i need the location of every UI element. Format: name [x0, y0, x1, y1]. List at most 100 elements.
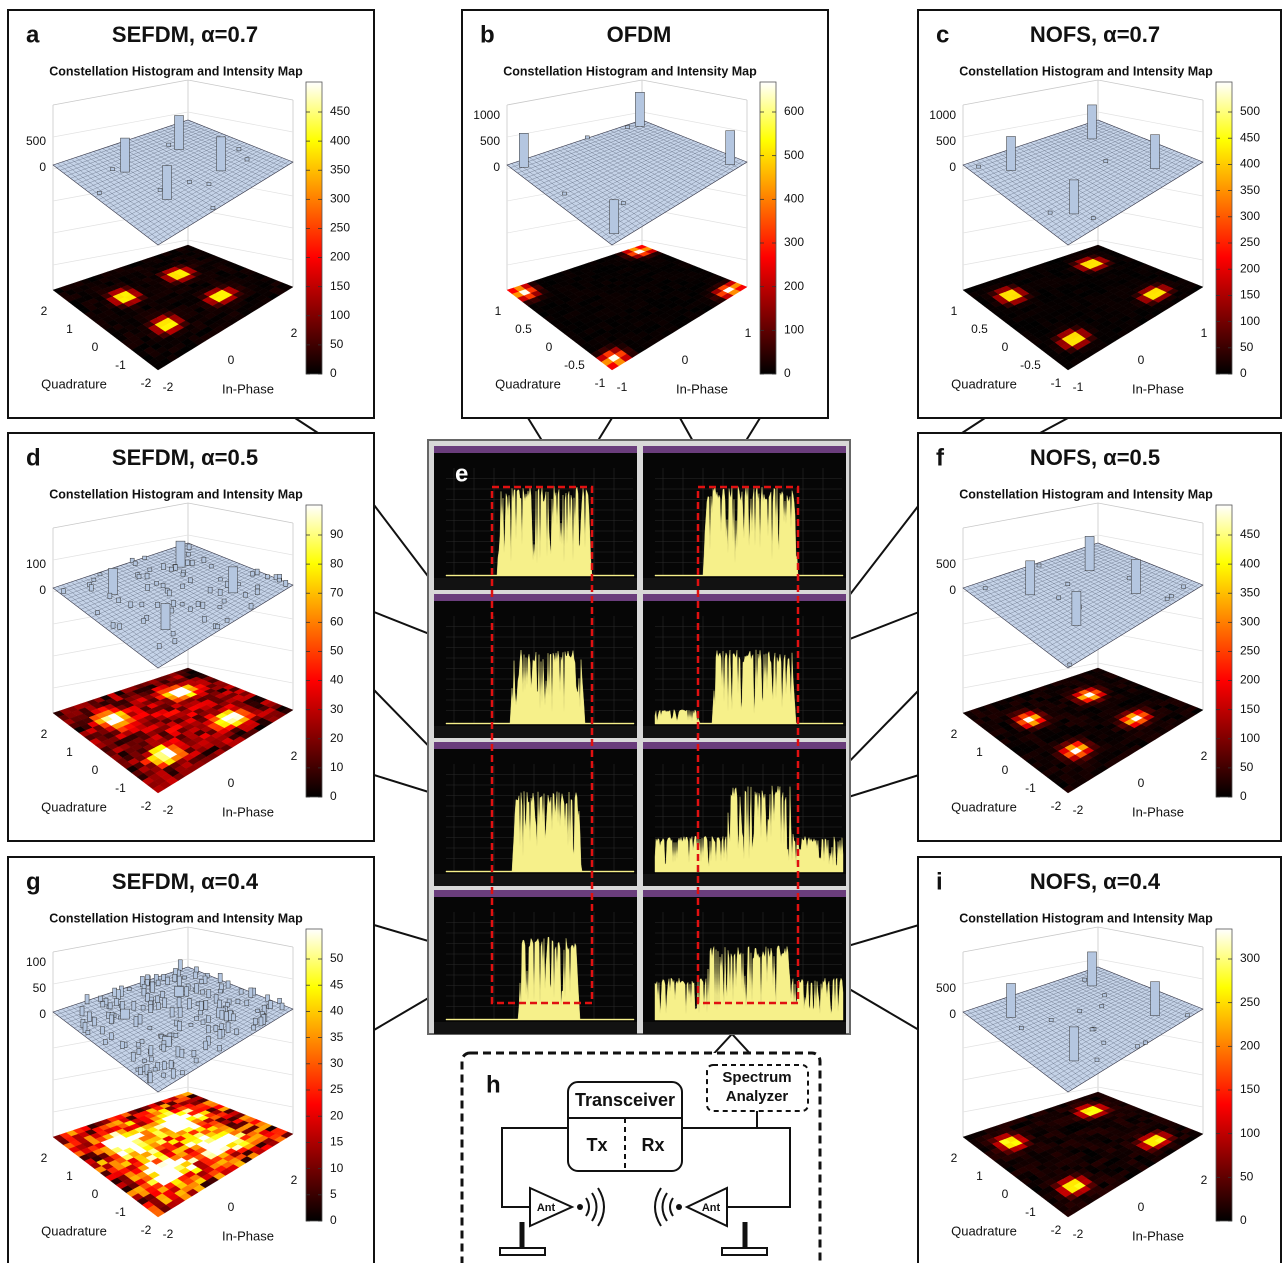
colorbar-tick-label: 50 — [330, 644, 344, 658]
screen-header — [434, 890, 637, 897]
figure: aSEFDM, α=0.7Constellation Histogram and… — [0, 0, 1283, 1263]
colorbar-tick-label: 350 — [330, 162, 350, 176]
screen-header — [643, 594, 846, 601]
quadrature-tick-label: 2 — [41, 1151, 48, 1165]
y-axis-label: Quadrature — [41, 1223, 107, 1238]
surface-peak — [211, 206, 215, 209]
quadrature-tick-label: -1 — [115, 781, 126, 795]
colorbar-tick-label: 600 — [784, 104, 804, 118]
surface-peak — [1100, 1005, 1104, 1008]
panel-title: NOFS, α=0.5 — [1030, 445, 1160, 470]
antenna-base — [722, 1248, 767, 1255]
z-tick-label: 0 — [949, 1007, 956, 1021]
colorbar-tick-label: 150 — [330, 279, 350, 293]
surface-peak — [162, 1044, 166, 1051]
surface-peak — [209, 565, 213, 568]
surface-peak — [117, 598, 121, 603]
inphase-tick-label: 0 — [1138, 353, 1145, 367]
colorbar-tick-label: 100 — [1240, 731, 1260, 745]
surface-peak — [1007, 983, 1016, 1017]
surface-peak — [202, 616, 206, 622]
surface-peak — [92, 1017, 96, 1026]
panel-letter: b — [480, 21, 495, 48]
surface-peak — [245, 158, 249, 161]
quadrature-tick-label: -1 — [595, 376, 606, 390]
panel-subtitle: Constellation Histogram and Intensity Ma… — [49, 487, 303, 501]
surface-peak — [155, 581, 159, 585]
y-axis-label: Quadrature — [951, 1223, 1017, 1238]
surface-peak — [176, 541, 185, 567]
surface-peak — [178, 960, 182, 970]
surface-peak — [188, 578, 192, 583]
surface-peak — [1066, 582, 1070, 585]
surface-peak — [61, 589, 65, 594]
surface-peak — [161, 564, 165, 570]
panel-letter: i — [936, 868, 943, 895]
surface-peak — [1048, 211, 1052, 214]
surface-peak — [108, 1003, 112, 1009]
colorbar-tick-label: 60 — [330, 615, 344, 629]
surface-peak — [136, 1043, 140, 1047]
y-axis-label: Quadrature — [41, 799, 107, 814]
surface-peak — [1095, 1058, 1099, 1062]
surface-peak — [1143, 1041, 1147, 1044]
surface-peak — [187, 180, 191, 183]
surface-peak — [182, 976, 186, 979]
surface-peak — [153, 1068, 157, 1072]
inphase-tick-label: 0 — [228, 1200, 235, 1214]
surface-peak — [169, 1060, 173, 1068]
surface-peak — [1088, 952, 1097, 986]
colorbar-tick-label: 70 — [330, 585, 344, 599]
surface-peak — [142, 618, 146, 623]
surface-peak — [155, 996, 159, 1003]
surface-peak — [150, 982, 154, 992]
panel-letter: c — [936, 21, 949, 48]
quadrature-tick-label: -1 — [1025, 781, 1036, 795]
surface-peak — [140, 1040, 144, 1044]
surface-peak — [249, 988, 253, 997]
surface-peak — [167, 143, 171, 146]
surface-peak — [180, 603, 184, 606]
surface-peak — [1072, 591, 1081, 625]
quadrature-tick-label: -2 — [141, 376, 152, 390]
surface-peak — [149, 1046, 153, 1056]
surface-peak — [111, 622, 115, 628]
surface-peak — [226, 981, 230, 988]
colorbar-tick-label: 200 — [1240, 261, 1260, 275]
z-tick-label: 0 — [949, 583, 956, 597]
surface-peak — [249, 604, 253, 609]
z-tick-label: 0 — [39, 160, 46, 174]
surface-peak — [218, 973, 222, 982]
z-tick-label: 0 — [949, 160, 956, 174]
screen-footer — [434, 874, 637, 886]
panel-subtitle: Constellation Histogram and Intensity Ma… — [49, 911, 303, 925]
panel: dSEFDM, α=0.5Constellation Histogram and… — [8, 433, 374, 841]
surface-peak — [158, 188, 162, 191]
surface-peak — [148, 1073, 152, 1083]
colorbar-tick-label: 50 — [1240, 760, 1254, 774]
surface-peak — [80, 1007, 84, 1016]
screen-header — [643, 446, 846, 453]
colorbar-tick-label: 250 — [1240, 995, 1260, 1009]
surface-peak — [89, 585, 93, 591]
colorbar-tick-label: 350 — [1240, 183, 1260, 197]
z-tick-label: 500 — [936, 134, 956, 148]
surface-peak — [170, 608, 174, 613]
surface-peak — [162, 974, 166, 980]
surface-peak — [218, 578, 222, 581]
surface-peak — [519, 133, 528, 167]
surface-peak — [141, 1005, 145, 1010]
surface-peak — [1104, 160, 1108, 163]
surface-peak — [635, 92, 644, 126]
z-tick-label: 500 — [936, 981, 956, 995]
surface-peak — [109, 568, 118, 594]
colorbar-tick-label: 50 — [1240, 340, 1254, 354]
surface-peak — [149, 1057, 153, 1061]
antenna-base — [500, 1248, 545, 1255]
colorbar-tick-label: 45 — [330, 977, 344, 991]
colorbar-tick-label: 80 — [330, 556, 344, 570]
z-tick-label: 100 — [26, 557, 46, 571]
colorbar-tick-label: 200 — [1240, 673, 1260, 687]
colorbar-tick-label: 100 — [330, 308, 350, 322]
colorbar-tick-label: 90 — [330, 527, 344, 541]
